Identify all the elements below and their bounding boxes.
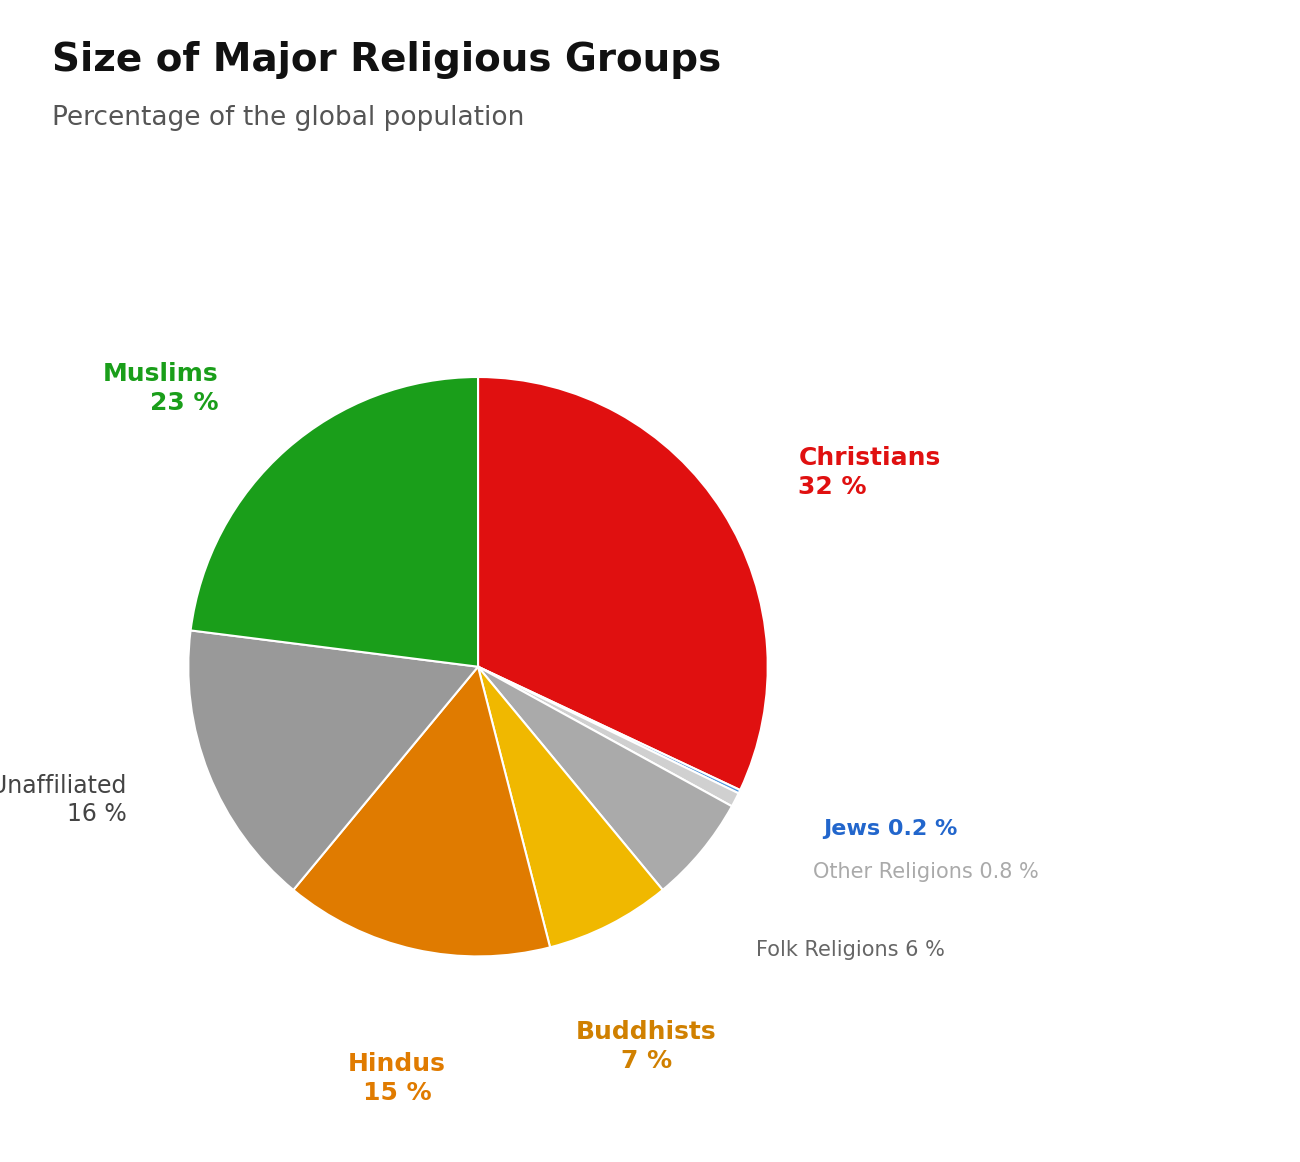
Wedge shape — [478, 667, 663, 947]
Text: Hindus
15 %: Hindus 15 % — [348, 1052, 446, 1105]
Text: Christians
32 %: Christians 32 % — [798, 446, 940, 498]
Wedge shape — [478, 667, 732, 890]
Text: Muslims
23 %: Muslims 23 % — [103, 363, 218, 415]
Text: Other Religions 0.8 %: Other Religions 0.8 % — [814, 862, 1039, 882]
Wedge shape — [478, 376, 768, 790]
Wedge shape — [478, 667, 738, 806]
Wedge shape — [294, 667, 550, 956]
Text: Percentage of the global population: Percentage of the global population — [52, 105, 524, 130]
Text: Folk Religions 6 %: Folk Religions 6 % — [757, 940, 945, 960]
Wedge shape — [191, 376, 478, 667]
Text: Jews 0.2 %: Jews 0.2 % — [824, 819, 958, 839]
Text: Size of Major Religious Groups: Size of Major Religious Groups — [52, 41, 722, 79]
Text: Buddhists
7 %: Buddhists 7 % — [576, 1020, 716, 1073]
Wedge shape — [478, 667, 740, 794]
Text: Unaffiliated
16 %: Unaffiliated 16 % — [0, 774, 127, 826]
Wedge shape — [188, 631, 478, 890]
